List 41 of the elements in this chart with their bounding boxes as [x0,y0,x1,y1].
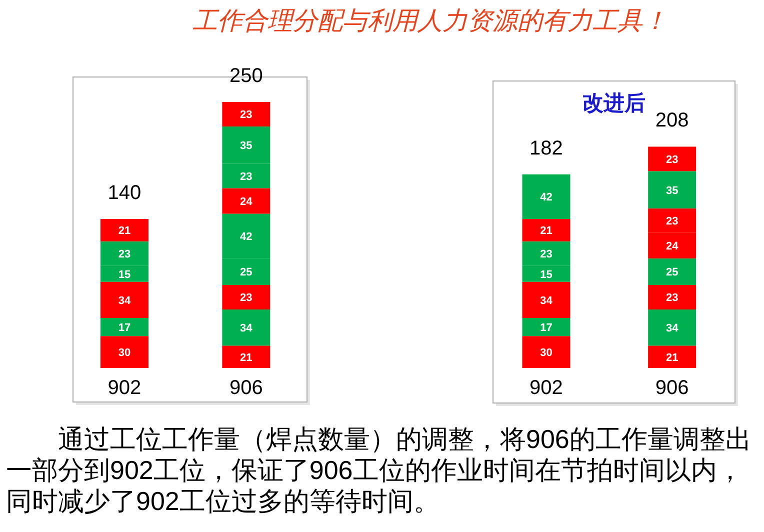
data-label: 23 [540,248,552,261]
data-label: 23 [666,292,678,304]
data-label: 34 [240,322,254,335]
data-label: 21 [540,225,552,238]
x-tick-label: 906 [229,377,263,399]
x-tick-label: 902 [530,377,563,399]
total-label: 250 [229,65,263,87]
data-label: 42 [240,231,252,244]
data-label: 34 [666,322,680,335]
data-label: 15 [118,268,131,281]
data-label: 42 [540,192,552,204]
data-label: 23 [666,154,678,166]
data-label: 35 [240,140,252,152]
data-label: 21 [118,225,131,238]
total-label: 208 [655,110,689,132]
x-tick-label: 906 [655,377,689,399]
data-label: 30 [540,347,552,360]
data-label: 17 [540,322,552,334]
text: 通过工位工作量（焊点数量）的调整，将906的工作量调整出一部分到902工位，保证了906工位的作业时间在节拍时间以内，同时减少了902工位过多的等待时间。 [6,424,752,517]
data-label: 23 [666,216,678,228]
total-label: 140 [108,182,142,204]
chart-title: 改进后 [582,91,646,115]
text: 工作合理分配与利用人力资源的有力工具！ [192,6,668,36]
total-label: 182 [530,137,563,160]
data-label: 25 [240,266,252,279]
data-label: 34 [540,294,554,307]
data-label: 24 [666,240,680,253]
data-label: 21 [240,352,252,364]
data-label: 23 [240,170,252,183]
data-label: 23 [240,109,252,122]
data-label: 34 [118,294,132,307]
data-label: 15 [540,268,552,281]
data-label: 17 [118,322,131,334]
data-label: 23 [240,292,252,304]
data-label: 35 [666,184,678,197]
data-label: 25 [666,266,678,279]
x-tick-label: 902 [108,377,142,399]
data-label: 21 [666,352,678,364]
data-label: 23 [118,248,131,261]
data-label: 30 [118,347,131,360]
data-label: 24 [240,196,254,208]
